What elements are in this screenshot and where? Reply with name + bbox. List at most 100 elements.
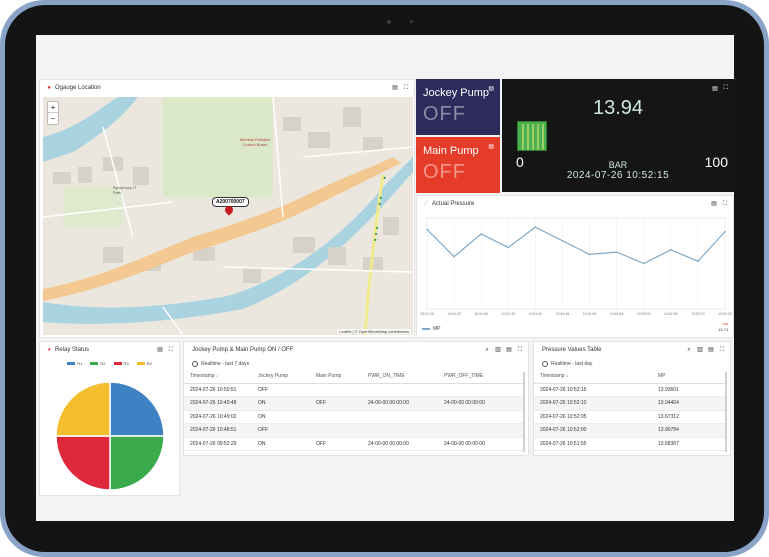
series-line-mp bbox=[426, 226, 726, 265]
jockey-pump-value: OFF bbox=[423, 103, 466, 125]
gauge-timestamp: 2024-07-26 10:52:15 bbox=[566, 170, 670, 181]
pie-slice-r2[interactable] bbox=[109, 435, 165, 491]
x-tick-label: 10:51:55 bbox=[610, 312, 624, 316]
data-point[interactable] bbox=[615, 251, 618, 253]
plot-area bbox=[426, 217, 726, 310]
pie-slice-r3[interactable] bbox=[55, 435, 111, 491]
export-icon[interactable]: ▤ bbox=[488, 86, 494, 92]
table-row[interactable]: 2024-07-26 10:52:05 13.67312 bbox=[534, 411, 726, 424]
gauge-value: 13.94 bbox=[592, 97, 644, 119]
main-pump-card: Main Pump OFF ▤ bbox=[416, 137, 500, 193]
data-point[interactable] bbox=[426, 228, 428, 231]
column-header[interactable]: MP bbox=[658, 373, 666, 380]
data-point[interactable] bbox=[480, 233, 482, 235]
zoom-out-button[interactable]: − bbox=[50, 114, 56, 123]
export-icon[interactable]: ▤ bbox=[711, 201, 717, 207]
fullscreen-icon[interactable]: ⛶ bbox=[723, 85, 728, 91]
column-header[interactable]: Jockey Pump bbox=[258, 373, 289, 380]
export-icon[interactable]: ▤ bbox=[392, 85, 398, 91]
data-point[interactable] bbox=[453, 255, 455, 258]
export-icon[interactable]: ▤ bbox=[488, 144, 494, 150]
legend-item[interactable]: R2 bbox=[90, 361, 106, 366]
fullscreen-icon[interactable]: ⛶ bbox=[719, 347, 725, 353]
fullscreen-icon[interactable]: ⛶ bbox=[517, 347, 523, 353]
legend-item[interactable]: R1 bbox=[67, 361, 82, 366]
map-view[interactable]: + − Mumbai Pollution Control Board Symph… bbox=[43, 97, 413, 335]
chart-side-label: mp bbox=[722, 321, 728, 326]
scrollbar[interactable] bbox=[523, 372, 525, 452]
export-icon[interactable]: ▤ bbox=[157, 347, 163, 353]
location-pin-icon: ● bbox=[47, 85, 51, 91]
camera-icon bbox=[387, 20, 391, 24]
search-icon[interactable]: ⌕ bbox=[485, 347, 489, 353]
fullscreen-icon[interactable]: ⛶ bbox=[168, 347, 174, 353]
column-header[interactable]: PWR_ON_TIME bbox=[368, 373, 405, 380]
table-cell: 13.94404 bbox=[658, 400, 679, 407]
data-point[interactable] bbox=[507, 246, 510, 249]
zoom-in-button[interactable]: + bbox=[48, 102, 58, 113]
columns-icon[interactable]: ▥ bbox=[495, 347, 501, 353]
columns-icon[interactable]: ▥ bbox=[697, 347, 703, 353]
export-icon[interactable]: ▤ bbox=[708, 347, 714, 353]
jockey-pump-label: Jockey Pump bbox=[423, 87, 490, 99]
legend-item[interactable]: R4 bbox=[136, 361, 152, 366]
scrollbar[interactable] bbox=[725, 372, 727, 452]
sensor-icon bbox=[410, 20, 413, 23]
table-row[interactable]: 2024-07-26 10:52:00 13.90784 bbox=[534, 424, 726, 438]
table-row[interactable]: 2024-07-26 10:52:15 13.93601 bbox=[534, 384, 726, 397]
legend-label: R2 bbox=[100, 361, 106, 366]
table-row[interactable]: 2024-07-26 10:50:51 OFF bbox=[184, 384, 524, 397]
column-header[interactable]: Main Pump bbox=[316, 373, 342, 380]
map-tiles bbox=[43, 97, 413, 335]
x-tick-label: 10:51:25 bbox=[447, 312, 461, 316]
data-point[interactable] bbox=[724, 230, 726, 233]
pump-table: Timestamp ↓ Jockey Pump Main Pump PWR_ON_TI… bbox=[184, 370, 524, 451]
relay-pie-svg bbox=[55, 381, 165, 491]
legend-item[interactable]: R3 bbox=[113, 361, 129, 366]
table-cell: 13.68387 bbox=[658, 440, 679, 447]
table-row[interactable]: 2024-07-26 09:52:29 ON OFF 24-00-00 00:00:0… bbox=[184, 438, 524, 451]
table-cell: 13.93601 bbox=[658, 386, 679, 393]
export-icon[interactable]: ▤ bbox=[506, 347, 512, 353]
map-widget-title: Ogauge Location bbox=[55, 85, 101, 91]
table-row[interactable]: 2024-07-26 10:52:10 13.94404 bbox=[534, 397, 726, 411]
column-header[interactable]: PWR_OFF_TIME bbox=[444, 373, 484, 380]
fullscreen-icon[interactable]: ⛶ bbox=[403, 85, 409, 91]
x-tick-label: 10:51:40 bbox=[529, 312, 543, 316]
export-icon[interactable]: ▤ bbox=[712, 86, 718, 92]
gauge-min: 0 bbox=[516, 154, 524, 170]
chart-legend: MP bbox=[422, 326, 441, 332]
pressure-gauge-card: ▤ ⛶ 13.94 0 100 BAR 2024-07-26 10:52:15 bbox=[502, 79, 734, 192]
search-icon[interactable]: ⌕ bbox=[687, 347, 691, 353]
x-tick-label: 10:51:45 bbox=[556, 312, 570, 316]
column-header[interactable]: Timestamp ↓ bbox=[190, 373, 219, 380]
pressure-table-widget: Pressure Values Table ⌕ ▥ ▤ ⛶ Realtime -… bbox=[533, 341, 731, 456]
gauge-level-bar bbox=[517, 121, 547, 151]
data-point[interactable] bbox=[588, 253, 591, 256]
fullscreen-icon[interactable]: ⛶ bbox=[722, 201, 728, 207]
pressure-table-title: Pressure Values Table bbox=[542, 347, 602, 353]
legend-series-name: MP bbox=[433, 326, 441, 332]
data-point[interactable] bbox=[670, 249, 672, 251]
data-point[interactable] bbox=[642, 262, 645, 265]
legend-swatch bbox=[113, 362, 122, 365]
x-tick-label: 10:51:20 bbox=[420, 312, 434, 316]
table-row[interactable]: 2024-07-26 10:51:55 13.68387 bbox=[534, 438, 726, 451]
table-cell: OFF bbox=[258, 427, 268, 434]
pressure-table-timewindow[interactable]: Realtime - last day bbox=[551, 361, 593, 367]
table-cell: OFF bbox=[316, 400, 326, 407]
column-header[interactable]: Timestamp ↓ bbox=[540, 373, 569, 380]
data-point[interactable] bbox=[561, 239, 564, 242]
clock-icon bbox=[192, 361, 198, 367]
main-pump-bg bbox=[416, 137, 500, 193]
pump-table-timewindow[interactable]: Realtime - last 7 days bbox=[201, 361, 250, 367]
pressure-table: Timestamp ↓ MP 2024-07-26 10:52:15 13.93601… bbox=[534, 370, 726, 451]
pie-slice-r4[interactable] bbox=[55, 381, 111, 437]
table-row[interactable]: 2024-07-26 10:49:02 ON bbox=[184, 411, 524, 424]
data-point[interactable] bbox=[534, 226, 537, 228]
table-row[interactable]: 2024-07-26 10:48:51 OFF bbox=[184, 424, 524, 438]
pie-slice-r1[interactable] bbox=[109, 381, 165, 437]
data-point[interactable] bbox=[697, 260, 699, 263]
table-row[interactable]: 2024-07-26 10:49:48 ON OFF 24-00-00 00:00:0… bbox=[184, 397, 524, 411]
table-cell: 24-00-00 00:00:00 bbox=[368, 440, 409, 447]
